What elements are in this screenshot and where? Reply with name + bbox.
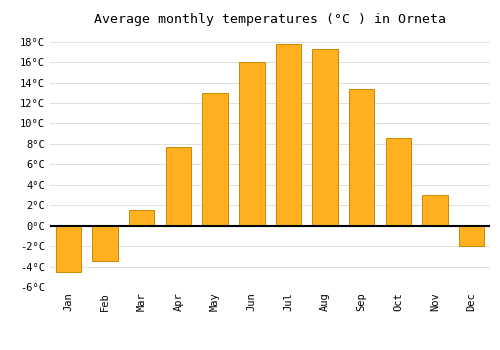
Bar [202,93,228,226]
Bar [166,147,191,226]
Bar [422,195,448,226]
Bar [129,210,154,226]
Bar [312,49,338,226]
Bar [239,62,264,226]
Title: Average monthly temperatures (°C ) in Orneta: Average monthly temperatures (°C ) in Or… [94,13,446,26]
Bar [349,89,374,226]
Bar [459,226,484,246]
Bar [386,138,411,226]
Bar [92,226,118,261]
Bar [276,44,301,226]
Bar [56,226,81,272]
